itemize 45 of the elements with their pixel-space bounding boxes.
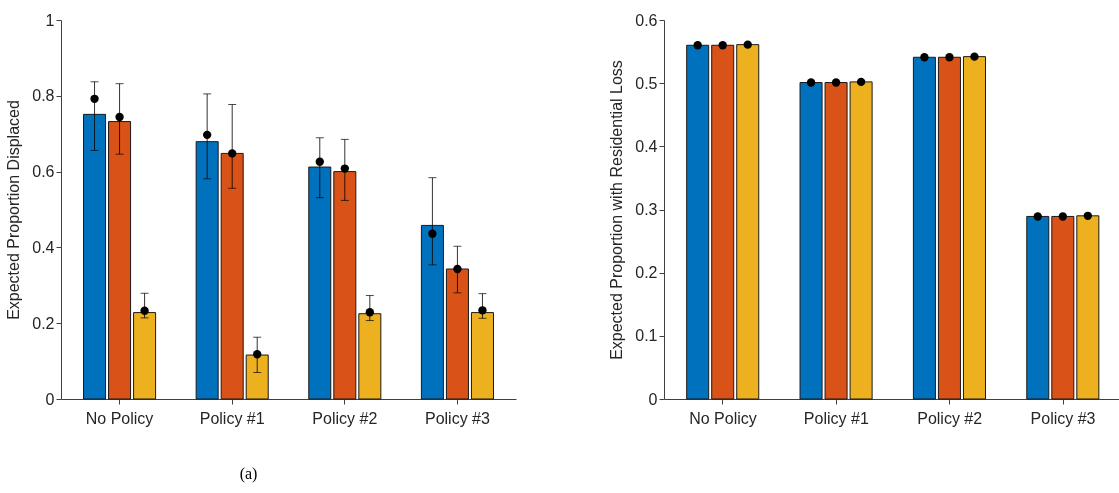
bar	[333, 171, 357, 400]
bar	[83, 113, 107, 400]
bar	[245, 354, 269, 400]
x-tick-label: Policy #3	[424, 409, 490, 427]
bar	[420, 224, 444, 400]
bar	[912, 56, 936, 400]
y-tick-label: 0.8	[32, 87, 55, 105]
y-tick-label: 0	[45, 390, 55, 408]
x-tick-label: No Policy	[85, 409, 154, 427]
bar	[1051, 215, 1075, 400]
bar	[470, 312, 494, 400]
bar	[308, 166, 332, 400]
bar	[1076, 215, 1100, 400]
y-tick-label: 0.6	[635, 11, 658, 29]
bar	[220, 152, 244, 400]
x-tick-label: Policy #1	[199, 409, 265, 427]
bar	[358, 313, 382, 400]
x-tick-label: No Policy	[689, 409, 757, 427]
y-tick-label: 1	[45, 11, 55, 29]
bar	[133, 312, 157, 400]
bar	[686, 44, 710, 400]
y-tick-label: 0.2	[32, 314, 55, 332]
y-tick-label: 0.1	[635, 327, 658, 345]
x-tick-label: Policy #2	[917, 409, 983, 427]
bar	[1026, 215, 1050, 400]
bar	[711, 44, 735, 400]
x-tick-label: Policy #1	[803, 409, 869, 427]
bar	[445, 268, 469, 400]
bar	[962, 56, 986, 400]
bar	[195, 141, 219, 400]
x-tick-label: Policy #3	[1030, 409, 1096, 427]
y-axis-title: Expected Proportion with Residential Loss	[608, 60, 626, 360]
y-tick-label: 0.3	[635, 201, 658, 218]
x-tick-label: Policy #2	[312, 409, 378, 427]
y-axis-title: Expected Proportion Displaced	[5, 100, 23, 320]
y-tick-label: 0.2	[635, 264, 658, 282]
bar	[108, 121, 132, 400]
y-tick-label: 0.4	[32, 238, 55, 256]
y-tick-label: 0.4	[635, 137, 658, 155]
y-tick-label: 0.6	[32, 163, 55, 181]
y-tick-label: 0	[648, 390, 658, 408]
bar	[736, 44, 760, 400]
y-tick-label: 0.5	[635, 74, 658, 92]
text: (a)	[239, 465, 258, 483]
bar	[937, 56, 961, 400]
